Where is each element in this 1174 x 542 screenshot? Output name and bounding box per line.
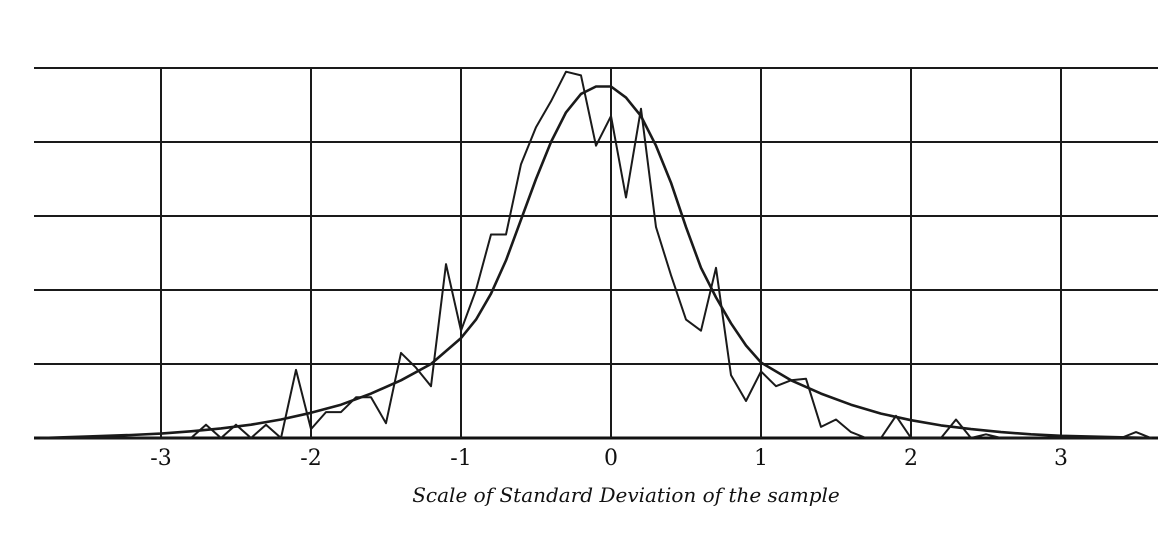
x-tick-label: -2 (300, 446, 321, 471)
x-tick-label: 0 (604, 446, 618, 471)
x-tick-label: 2 (904, 446, 918, 471)
series-layer (39, 70, 1153, 440)
x-axis-label: Scale of Standard Deviation of the sampl… (412, 483, 840, 507)
x-tick-label: -1 (450, 446, 471, 471)
x-tick-label: 3 (1054, 446, 1068, 471)
horizontal-grid-lines (34, 67, 1158, 440)
vertical-grid-lines (160, 68, 1062, 438)
x-tick-labels: -3 -2 -1 0 1 2 3 (150, 446, 1068, 471)
jagged-frequency-series (40, 70, 1152, 439)
smooth-curve-series (39, 85, 1153, 440)
x-tick-label: 1 (754, 446, 768, 471)
x-tick-label: -3 (150, 446, 171, 471)
